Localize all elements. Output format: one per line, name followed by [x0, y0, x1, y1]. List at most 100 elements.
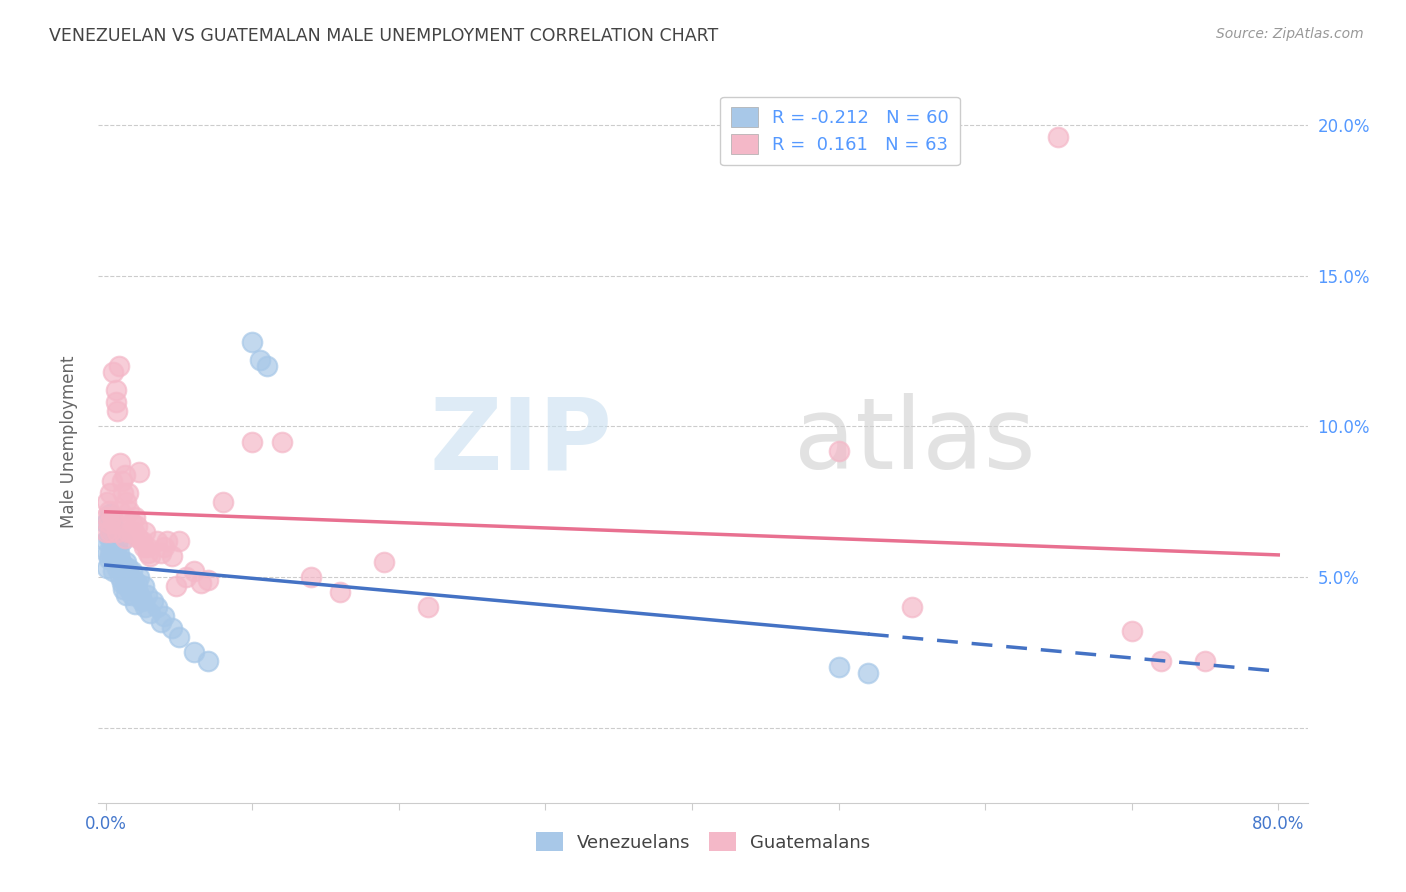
Point	[827, 443, 849, 458]
Point	[240, 335, 263, 350]
Text: Source: ZipAtlas.com: Source: ZipAtlas.com	[1216, 27, 1364, 41]
Point	[117, 561, 139, 575]
Point	[110, 456, 132, 470]
Legend: Venezuelans, Guatemalans: Venezuelans, Guatemalans	[529, 824, 877, 859]
Point	[107, 524, 129, 539]
Point	[114, 467, 136, 482]
Point	[190, 576, 212, 591]
Point	[103, 516, 125, 530]
Point	[101, 549, 124, 563]
Point	[249, 353, 271, 368]
Point	[98, 507, 121, 521]
Point	[150, 546, 173, 560]
Point	[183, 564, 205, 578]
Point	[131, 533, 153, 548]
Point	[114, 567, 136, 582]
Point	[153, 540, 176, 554]
Point	[115, 555, 138, 569]
Point	[103, 528, 125, 542]
Point	[97, 552, 120, 566]
Point	[114, 576, 136, 591]
Point	[101, 564, 124, 578]
Point	[138, 549, 160, 563]
Point	[901, 600, 924, 615]
Point	[118, 582, 141, 596]
Point	[120, 576, 142, 591]
Text: atlas: atlas	[793, 393, 1035, 490]
Point	[256, 359, 278, 374]
Point	[107, 537, 129, 551]
Point	[197, 654, 219, 668]
Point	[127, 531, 149, 545]
Point	[127, 585, 149, 599]
Point	[101, 365, 124, 379]
Point	[120, 524, 142, 539]
Point	[1047, 130, 1070, 145]
Point	[135, 540, 157, 554]
Point	[111, 474, 134, 488]
Point	[125, 518, 148, 533]
Point	[110, 504, 132, 518]
Point	[134, 600, 156, 615]
Point	[299, 570, 322, 584]
Point	[94, 516, 117, 530]
Point	[97, 504, 120, 518]
Point	[165, 579, 187, 593]
Point	[112, 558, 135, 572]
Point	[122, 573, 145, 587]
Point	[105, 384, 128, 398]
Point	[105, 395, 128, 409]
Point	[94, 533, 117, 548]
Point	[129, 591, 152, 606]
Point	[107, 404, 129, 418]
Point	[329, 585, 352, 599]
Point	[117, 524, 139, 539]
Point	[103, 542, 125, 557]
Point	[1150, 654, 1173, 668]
Point	[118, 504, 141, 518]
Point	[153, 609, 176, 624]
Point	[135, 588, 157, 602]
Point	[167, 533, 190, 548]
Point	[96, 494, 118, 508]
Point	[167, 630, 190, 644]
Point	[110, 570, 132, 584]
Point	[121, 564, 143, 578]
Point	[98, 485, 121, 500]
Point	[125, 576, 148, 591]
Point	[124, 597, 146, 611]
Point	[156, 533, 179, 548]
Point	[96, 561, 118, 575]
Point	[146, 533, 169, 548]
Point	[134, 524, 156, 539]
Point	[111, 576, 134, 591]
Point	[124, 509, 146, 524]
Point	[100, 474, 122, 488]
Point	[827, 660, 849, 674]
Point	[1121, 624, 1143, 639]
Point	[97, 516, 120, 530]
Point	[142, 594, 165, 608]
Point	[856, 666, 879, 681]
Point	[108, 359, 131, 374]
Point	[124, 582, 146, 596]
Point	[112, 582, 135, 596]
Point	[183, 645, 205, 659]
Point	[121, 588, 143, 602]
Text: VENEZUELAN VS GUATEMALAN MALE UNEMPLOYMENT CORRELATION CHART: VENEZUELAN VS GUATEMALAN MALE UNEMPLOYME…	[49, 27, 718, 45]
Point	[128, 465, 150, 479]
Point	[98, 546, 121, 560]
Point	[132, 579, 155, 593]
Point	[108, 546, 131, 560]
Point	[100, 533, 122, 548]
Point	[160, 549, 183, 563]
Point	[150, 615, 173, 630]
Point	[94, 509, 117, 524]
Point	[96, 546, 118, 560]
Point	[105, 555, 128, 569]
Y-axis label: Male Unemployment: Male Unemployment	[59, 355, 77, 528]
Point	[110, 552, 132, 566]
Point	[146, 600, 169, 615]
Point	[131, 594, 153, 608]
Point	[132, 540, 155, 554]
